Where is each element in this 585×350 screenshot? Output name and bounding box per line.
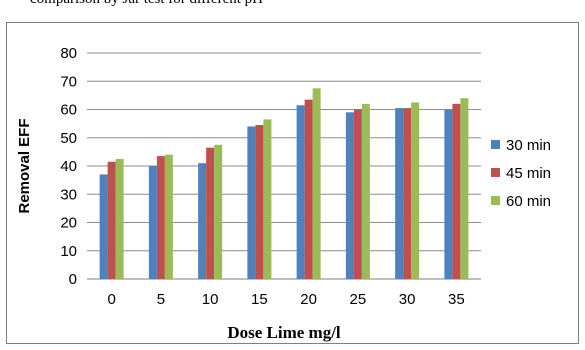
bar: [99, 174, 108, 279]
x-tick-label: 10: [202, 291, 219, 308]
x-tick-label: 15: [251, 291, 268, 308]
x-tick-label: 0: [107, 291, 115, 308]
bar: [395, 108, 404, 280]
legend-label: 45 min: [506, 165, 551, 182]
bar: [214, 144, 223, 279]
x-tick-label: 35: [448, 291, 465, 308]
y-axis-label: Removal EFF: [16, 118, 33, 213]
caption-text: comparison by Jar test for different pH: [30, 0, 263, 8]
x-tick-label: 30: [399, 291, 416, 308]
x-tick-label: 20: [300, 291, 317, 308]
bar: [353, 109, 362, 279]
y-tick-label: 20: [60, 215, 77, 232]
bar: [148, 166, 157, 279]
legend-swatch: [491, 168, 500, 177]
x-axis-ticks: 0 5 10 15 20 25 30 35: [107, 291, 464, 308]
y-tick-label: 10: [60, 243, 77, 260]
y-tick-label: 80: [60, 45, 77, 62]
bar: [345, 112, 354, 279]
bar: [263, 119, 272, 279]
chart-frame: 0 10 20 30 40 50 60 70 80 0 5 10 15 20 25 30 35 Removal…: [6, 22, 579, 344]
bar: [115, 158, 124, 279]
bar: [304, 99, 313, 279]
y-axis-ticks: 0 10 20 30 40 50 60 70 80: [60, 45, 77, 288]
bar: [444, 109, 453, 279]
bar: [156, 156, 165, 279]
bar: [411, 102, 420, 279]
bars: [99, 88, 469, 280]
y-tick-label: 70: [60, 73, 77, 90]
y-tick-label: 50: [60, 130, 77, 147]
legend-label: 60 min: [506, 193, 551, 210]
bar: [361, 103, 370, 279]
y-tick-label: 0: [69, 271, 77, 288]
legend-swatch: [491, 140, 500, 149]
y-tick-label: 60: [60, 102, 77, 119]
legend: 30 min 45 min 60 min: [491, 137, 551, 210]
legend-swatch: [491, 196, 500, 205]
bar: [164, 154, 173, 279]
cropped-caption-text: comparison by Jar test for different pH: [0, 0, 585, 18]
bar: [247, 126, 256, 279]
bar: [198, 163, 207, 279]
bar: [452, 103, 461, 279]
bar: [107, 161, 116, 279]
bar: [312, 88, 321, 279]
bar: [403, 108, 412, 280]
bar: [296, 105, 305, 279]
bar-chart: 0 10 20 30 40 50 60 70 80 0 5 10 15 20 25 30 35 Removal…: [16, 45, 551, 342]
legend-label: 30 min: [506, 137, 551, 154]
x-tick-label: 5: [157, 291, 165, 308]
bar: [255, 125, 264, 279]
y-tick-label: 40: [60, 158, 77, 175]
bar: [206, 147, 215, 279]
x-tick-label: 25: [350, 291, 367, 308]
gridlines: [87, 52, 481, 280]
bar: [460, 98, 469, 279]
y-tick-label: 30: [60, 186, 77, 203]
x-axis-label: Dose Lime mg/l: [227, 323, 341, 342]
